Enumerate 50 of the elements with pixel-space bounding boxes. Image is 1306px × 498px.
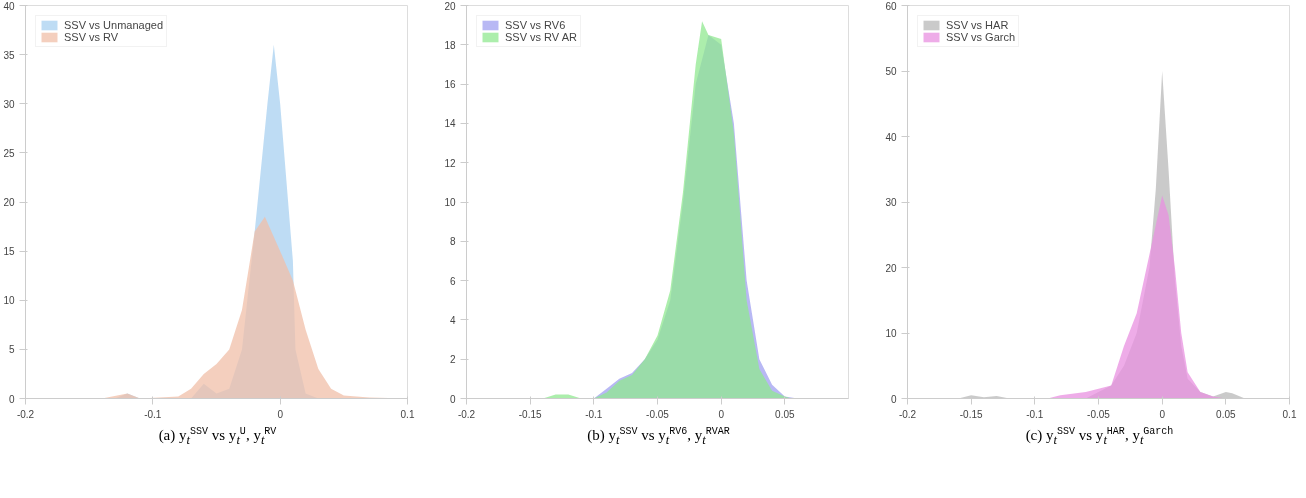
y-tick-label: 35: [3, 49, 15, 61]
y-tick-label: 25: [3, 147, 15, 159]
y-tick-label: 4: [449, 314, 456, 326]
x-tick-label: 0.05: [775, 408, 795, 420]
legend-label: SSV vs RV: [64, 31, 119, 43]
x-tick-label: 0: [1159, 408, 1166, 420]
x-tick-label: -0.1: [585, 408, 603, 420]
x-tick-label: -0.2: [457, 408, 476, 420]
x-tick-label: 0.1: [1282, 408, 1297, 420]
x-tick-label: -0.15: [518, 408, 542, 420]
y-tick-label: 14: [444, 118, 456, 130]
y-tick-label: 30: [885, 197, 897, 208]
x-tick-label: 0.05: [1216, 408, 1236, 420]
x-tick-label: -0.2: [16, 408, 35, 420]
legend-label: SSV vs Garch: [946, 31, 1016, 43]
y-tick-label: 0: [890, 393, 897, 405]
legend-label: SSV vs RV6: [505, 19, 566, 31]
y-tick-label: 20: [885, 262, 897, 274]
y-tick-label: 15: [3, 246, 15, 258]
x-tick-label: -0.1: [1026, 408, 1044, 420]
y-tick-label: 10: [444, 197, 456, 208]
y-tick-label: 2: [449, 354, 456, 366]
y-tick-label: 5: [8, 344, 15, 356]
x-tick-label: -0.1: [144, 408, 162, 420]
x-tick-label: 0: [718, 408, 725, 420]
y-tick-label: 18: [444, 39, 456, 51]
y-tick-label: 10: [3, 295, 15, 307]
x-tick-label: 0: [277, 408, 284, 420]
x-tick-label: 0.1: [400, 408, 415, 420]
y-tick-label: 6: [449, 275, 456, 287]
y-tick-label: 30: [3, 98, 15, 110]
y-tick-label: 60: [885, 0, 897, 12]
y-tick-label: 50: [885, 66, 897, 77]
x-tick-label: -0.2: [898, 408, 917, 420]
y-tick-label: 8: [449, 236, 456, 248]
y-tick-label: 20: [444, 0, 456, 12]
legend-label: SSV vs RV AR: [505, 31, 577, 43]
x-tick-label: -0.15: [959, 408, 983, 420]
y-tick-label: 40: [3, 0, 15, 12]
legend-label: SSV vs HAR: [946, 19, 1009, 31]
legend-label: SSV vs Unmanaged: [64, 19, 164, 31]
y-tick-label: 20: [3, 197, 15, 208]
y-tick-label: 0: [8, 393, 15, 405]
y-tick-label: 40: [885, 131, 897, 143]
y-tick-label: 0: [449, 393, 456, 405]
x-tick-label: -0.05: [646, 408, 670, 420]
y-tick-label: 16: [444, 79, 456, 91]
x-tick-label: -0.05: [1087, 408, 1111, 420]
y-tick-label: 12: [444, 157, 456, 169]
y-tick-label: 10: [885, 328, 897, 339]
